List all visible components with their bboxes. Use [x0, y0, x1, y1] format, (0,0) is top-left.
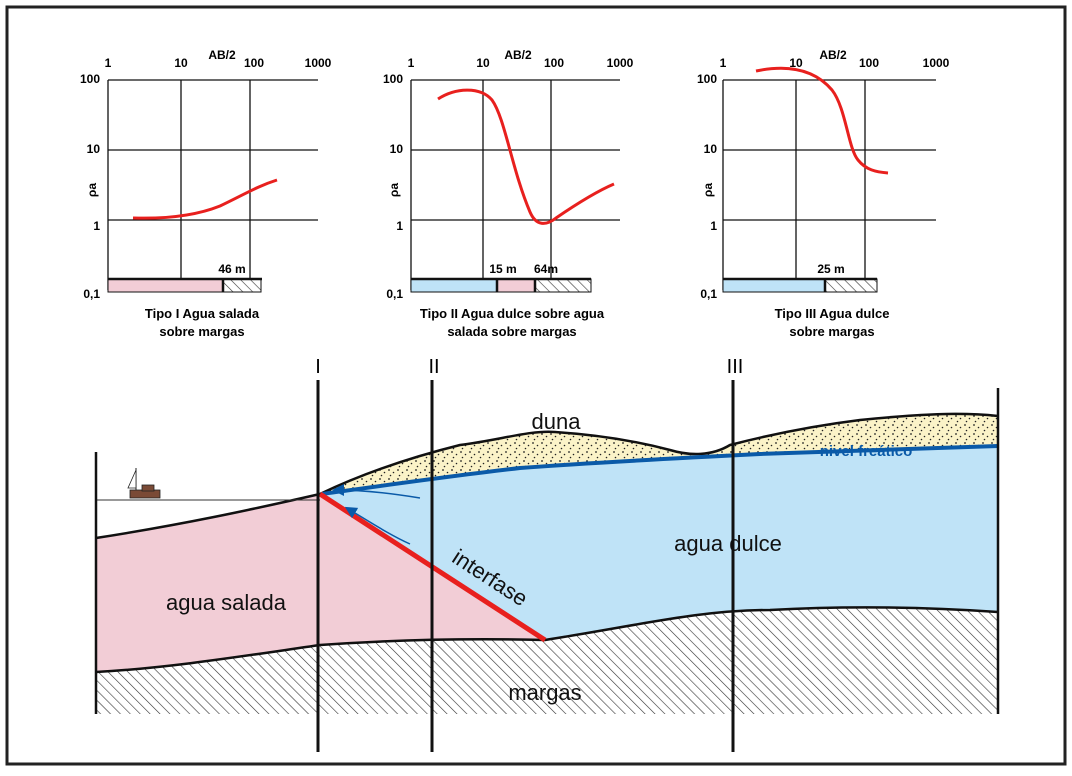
- x-tick-1: 1: [720, 56, 727, 70]
- depth-label-salt: 64m: [534, 262, 558, 276]
- profile-marker-III: III: [727, 356, 744, 378]
- y-tick-10: 10: [390, 142, 404, 156]
- caption-line-2: sobre margas: [789, 324, 874, 339]
- depth-label-fresh: 15 m: [489, 262, 516, 276]
- marl-substrate: [96, 607, 998, 714]
- resistivity-curve: [437, 88, 615, 225]
- layer-fresh-water: [410, 278, 498, 293]
- dune-sand: [320, 413, 998, 494]
- label-duna: duna: [532, 409, 582, 434]
- sounding-chart-tipo2: 1 10 AB/2 100 1000 100 10 ρa 1 0,1 15 m …: [383, 48, 634, 339]
- resistivity-curve: [132, 178, 278, 220]
- x-tick-1: 1: [408, 56, 415, 70]
- caption-line-2: salada sobre margas: [447, 324, 576, 339]
- boat-icon: [127, 468, 161, 499]
- y-axis-label: ρa: [701, 183, 715, 197]
- y-axis-label: ρa: [387, 183, 401, 197]
- y-tick-100: 100: [80, 72, 100, 86]
- depth-label: 46 m: [218, 262, 245, 276]
- x-axis-label: AB/2: [208, 48, 236, 62]
- profile-marker-II: II: [428, 356, 439, 378]
- profile-marker-I: I: [315, 356, 321, 378]
- y-tick-1: 1: [710, 219, 717, 233]
- plot-grid: [722, 79, 936, 290]
- y-tick-0-1: 0,1: [83, 287, 100, 301]
- water-table-line: [321, 444, 999, 496]
- label-nivel-freatico: nivel freático: [820, 443, 913, 460]
- y-tick-100: 100: [383, 72, 403, 86]
- y-tick-1: 1: [93, 219, 100, 233]
- sounding-chart-tipo3: 1 10 AB/2 100 1000 100 10 ρa 1 0,1 25 m …: [697, 48, 950, 339]
- ground-surface: [319, 412, 999, 496]
- depth-label: 25 m: [817, 262, 844, 276]
- caption-line-2: sobre margas: [159, 324, 244, 339]
- plot-grid: [107, 79, 318, 290]
- x-axis-label: AB/2: [819, 48, 847, 62]
- y-tick-100: 100: [697, 72, 717, 86]
- y-tick-0-1: 0,1: [700, 287, 717, 301]
- y-axis-label: ρa: [85, 183, 99, 197]
- caption-line-1: Tipo II Agua dulce sobre agua: [420, 306, 605, 321]
- layer-salt-water: [107, 278, 224, 293]
- x-tick-100: 100: [244, 56, 264, 70]
- layer-marls: [222, 278, 262, 293]
- x-tick-1000: 1000: [923, 56, 950, 70]
- x-tick-10: 10: [789, 56, 803, 70]
- resistivity-curve: [755, 66, 889, 175]
- x-tick-1000: 1000: [305, 56, 332, 70]
- label-agua-dulce: agua dulce: [674, 531, 782, 556]
- x-tick-1000: 1000: [607, 56, 634, 70]
- layer-fresh-water: [722, 278, 826, 293]
- x-tick-100: 100: [859, 56, 879, 70]
- x-axis-label: AB/2: [504, 48, 532, 62]
- label-margas: margas: [508, 680, 581, 705]
- layer-salt-water: [496, 278, 536, 293]
- fresh-water-zone: [320, 446, 998, 640]
- sounding-chart-tipo1: 1 10 AB/2 100 1000 100 10 ρa 1 0,1 46 m …: [80, 48, 332, 339]
- x-tick-10: 10: [174, 56, 188, 70]
- x-tick-10: 10: [476, 56, 490, 70]
- layer-marls: [824, 278, 878, 293]
- plot-grid: [410, 79, 620, 290]
- y-tick-1: 1: [396, 219, 403, 233]
- y-tick-10: 10: [704, 142, 718, 156]
- y-tick-10: 10: [87, 142, 101, 156]
- caption-line-1: Tipo III Agua dulce: [775, 306, 890, 321]
- y-tick-0-1: 0,1: [386, 287, 403, 301]
- x-tick-100: 100: [544, 56, 564, 70]
- flow-arrow-upper: [332, 484, 421, 499]
- caption-line-1: Tipo I Agua salada: [145, 306, 260, 321]
- label-agua-salada: agua salada: [166, 590, 287, 615]
- flow-arrow-lower: [344, 506, 411, 545]
- cross-section: I II III duna nivel freático agua dulce …: [94, 356, 1000, 752]
- layer-marls: [534, 278, 592, 293]
- x-tick-1: 1: [105, 56, 112, 70]
